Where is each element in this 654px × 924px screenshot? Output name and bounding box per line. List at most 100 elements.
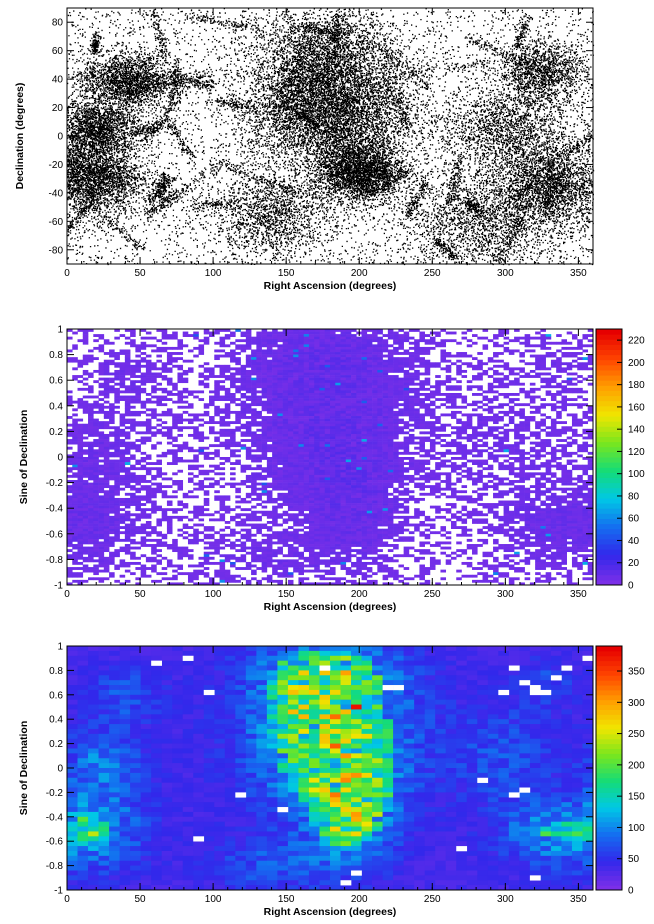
heatmap-cell <box>356 395 362 399</box>
heatmap-cell <box>345 462 352 465</box>
heatmap-cell <box>230 382 236 386</box>
heatmap-cell <box>251 449 257 453</box>
heatmap-cell <box>487 400 494 404</box>
heatmap-cell <box>177 341 184 345</box>
heatmap-cell <box>119 367 126 371</box>
heatmap-cell <box>298 497 304 501</box>
heatmap-cell <box>335 495 341 499</box>
heatmap-cell <box>461 469 468 473</box>
heatmap-cell <box>303 449 310 453</box>
heatmap-cell <box>345 446 352 450</box>
heatmap-cell <box>319 444 326 448</box>
heatmap-cell <box>566 372 573 376</box>
plot-frame-overlay <box>66 7 594 265</box>
heatmap-cell <box>324 344 331 348</box>
heatmap-cell <box>161 477 168 481</box>
heatmap-cell <box>298 474 304 478</box>
heatmap-cell <box>209 451 215 455</box>
heatmap-cell <box>219 329 226 332</box>
heatmap-cell <box>561 439 567 442</box>
heatmap-cell <box>266 459 273 463</box>
heatmap-cell <box>277 357 283 361</box>
heatmap-cell <box>287 395 294 399</box>
heatmap-cell <box>345 451 352 455</box>
heatmap-cell <box>366 344 373 348</box>
heatmap-cell <box>503 459 510 463</box>
heatmap-cell <box>140 329 147 332</box>
heatmap-cell <box>282 428 289 432</box>
heatmap-cell <box>214 410 220 414</box>
heatmap-cell <box>209 457 215 460</box>
heatmap-cell <box>272 433 278 437</box>
heatmap-cell <box>345 339 352 343</box>
heatmap-cell <box>461 375 468 378</box>
heatmap-cell <box>308 500 315 504</box>
heatmap-cell <box>82 469 89 473</box>
heatmap-cell <box>466 421 473 425</box>
heatmap-cell <box>577 344 583 348</box>
heatmap-cell <box>498 480 504 483</box>
heatmap-cell <box>93 421 99 425</box>
heatmap-cell <box>377 474 383 478</box>
heatmap-cell <box>293 344 299 348</box>
heatmap-cell <box>419 454 425 458</box>
heatmap-cell <box>366 497 373 501</box>
heatmap-cell <box>282 487 289 491</box>
heatmap-cell <box>556 390 562 394</box>
heatmap-cell <box>456 372 462 376</box>
heatmap-cell <box>393 380 399 384</box>
heatmap-cell <box>219 339 226 343</box>
heatmap-cell <box>140 510 147 514</box>
heatmap-cell <box>182 441 189 445</box>
heatmap-cell <box>372 380 378 384</box>
heatmap-cell <box>98 508 105 512</box>
heatmap-cell <box>466 354 473 358</box>
heatmap-cell <box>545 352 552 355</box>
heatmap-cell <box>282 492 289 496</box>
heatmap-cell <box>72 426 78 430</box>
heatmap-cell <box>103 495 110 499</box>
heatmap-cell <box>351 472 357 476</box>
heatmap-cell <box>561 446 567 450</box>
heatmap-cell <box>209 369 215 373</box>
heatmap-cell <box>77 480 84 483</box>
heatmap-cell <box>135 349 141 353</box>
heatmap-cell <box>156 398 162 401</box>
heatmap-cell <box>282 349 289 353</box>
heatmap-cell <box>266 354 273 358</box>
heatmap-cell <box>287 513 294 517</box>
heatmap-cell <box>424 352 431 355</box>
heatmap-cell <box>440 462 447 465</box>
heatmap-cell <box>266 462 273 465</box>
heatmap-cell <box>272 372 278 376</box>
heatmap-cell <box>493 485 499 489</box>
heatmap-cell <box>119 477 126 481</box>
heatmap-cell <box>130 395 136 399</box>
heatmap-cell <box>529 441 536 445</box>
heatmap-cell <box>361 433 368 437</box>
heatmap-cell <box>330 474 336 478</box>
heatmap-cell <box>351 393 357 396</box>
heatmap-cell <box>372 451 378 455</box>
heatmap-cell <box>293 505 299 509</box>
heatmap-cell <box>545 459 552 463</box>
heatmap-cell <box>293 457 299 460</box>
heatmap-cell <box>272 444 278 448</box>
heatmap-cell <box>277 457 283 460</box>
heatmap-cell <box>587 451 594 455</box>
heatmap-cell <box>408 362 415 366</box>
heatmap-cell <box>135 393 141 396</box>
heatmap-cell <box>303 492 310 496</box>
heatmap-cell <box>345 408 352 412</box>
heatmap-cell <box>372 439 378 442</box>
heatmap-cell <box>372 485 378 489</box>
heatmap-cell <box>293 495 299 499</box>
heatmap-cell <box>266 492 273 496</box>
heatmap-cell <box>429 454 436 458</box>
heatmap-cell <box>587 329 594 332</box>
heatmap-cell <box>345 508 352 512</box>
heatmap-cell <box>545 495 552 499</box>
heatmap-cell <box>251 413 257 417</box>
heatmap-cell <box>319 390 326 394</box>
heatmap-cell <box>387 410 394 414</box>
